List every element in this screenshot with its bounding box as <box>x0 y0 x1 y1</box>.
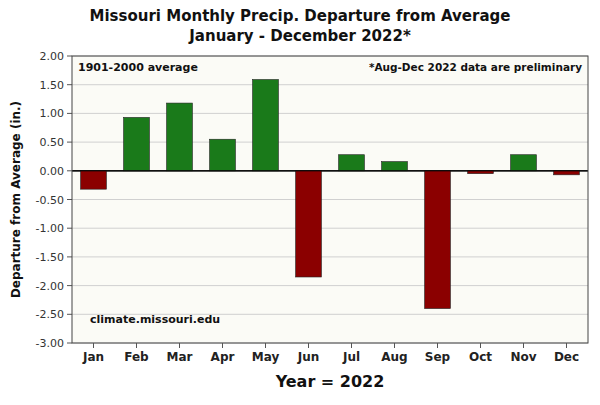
y-tick-label: -2.00 <box>36 280 64 293</box>
tick-mark <box>566 343 567 348</box>
subtitle: January - December 2022* <box>188 27 411 45</box>
x-tick-label: Nov <box>510 350 536 364</box>
annotation: climate.missouri.edu <box>90 313 220 326</box>
grid-line <box>72 199 588 200</box>
x-tick-label: Jun <box>297 350 320 364</box>
y-tick-label: -3.00 <box>36 337 64 350</box>
y-tick-label: 0.50 <box>40 136 65 149</box>
tick-mark <box>179 343 180 348</box>
tick-mark <box>67 343 72 344</box>
tick-mark <box>480 343 481 348</box>
annotation: *Aug-Dec 2022 data are preliminary <box>369 61 582 73</box>
bar <box>167 103 193 171</box>
bar <box>425 171 451 309</box>
tick-mark <box>67 314 72 315</box>
grid <box>72 56 588 343</box>
zero-line <box>72 170 588 171</box>
tick-mark <box>265 343 266 348</box>
x-tick-label: Apr <box>211 350 235 364</box>
bar <box>339 155 365 171</box>
bar <box>554 171 580 175</box>
tick-mark <box>394 343 395 348</box>
tick-mark <box>67 170 72 171</box>
tick-mark <box>67 56 72 57</box>
y-tick-label: 0.00 <box>40 165 65 178</box>
x-tick-label: Mar <box>167 350 193 364</box>
bar <box>511 155 537 171</box>
x-tick-label: Jul <box>342 350 360 364</box>
x-tick-label: Aug <box>381 350 407 364</box>
tick-mark <box>67 199 72 200</box>
x-tick-label: Jan <box>82 350 104 364</box>
tick-mark <box>351 343 352 348</box>
tick-mark <box>67 228 72 229</box>
tick-mark <box>136 343 137 348</box>
tick-mark <box>67 285 72 286</box>
grid-line <box>72 170 588 171</box>
y-tick-label: 2.00 <box>40 50 65 63</box>
tick-mark <box>308 343 309 348</box>
x-tick-label: Sep <box>425 350 451 364</box>
x-axis-label: Year = 2022 <box>275 372 385 391</box>
y-tick-label: 1.50 <box>40 79 65 92</box>
bar <box>81 171 107 189</box>
grid-line <box>72 113 588 114</box>
plot-frame <box>72 56 588 343</box>
x-tick-label: Feb <box>124 350 149 364</box>
bars <box>81 80 580 309</box>
y-tick-label: -1.50 <box>36 251 64 264</box>
tick-mark <box>67 113 72 114</box>
y-tick-label: -2.50 <box>36 308 64 321</box>
bar <box>124 117 150 170</box>
grid-line <box>72 228 588 229</box>
y-tick-label: -0.50 <box>36 194 64 207</box>
zero-line <box>72 170 588 171</box>
y-axis-label: Departure from Average (in.) <box>9 101 23 298</box>
x-tick-label: Oct <box>469 350 492 364</box>
bar <box>210 139 236 171</box>
chart: -3.00 -2.50 -2.00 -1.50 -1.00 -0.50 0.00 0.50 1.… <box>0 0 600 405</box>
tick-mark <box>67 142 72 143</box>
y-tick-label: 1.00 <box>40 107 65 120</box>
x-tick-label: May <box>252 350 280 364</box>
tick-mark <box>523 343 524 348</box>
tick-mark <box>222 343 223 348</box>
annotation: 1901-2000 average <box>78 61 198 74</box>
tick-mark <box>67 84 72 85</box>
bar <box>296 171 322 277</box>
grid-line <box>72 256 588 257</box>
tick-mark <box>67 256 72 257</box>
grid-line <box>72 84 588 85</box>
tick-mark <box>93 343 94 348</box>
bar <box>253 80 279 171</box>
x-tick-label: Dec <box>554 350 579 364</box>
title: Missouri Monthly Precip. Departure from … <box>90 7 511 25</box>
grid-line <box>72 285 588 286</box>
plot-area <box>72 56 588 343</box>
y-tick-label: -1.00 <box>36 222 64 235</box>
bar <box>382 162 408 171</box>
tick-mark <box>437 343 438 348</box>
